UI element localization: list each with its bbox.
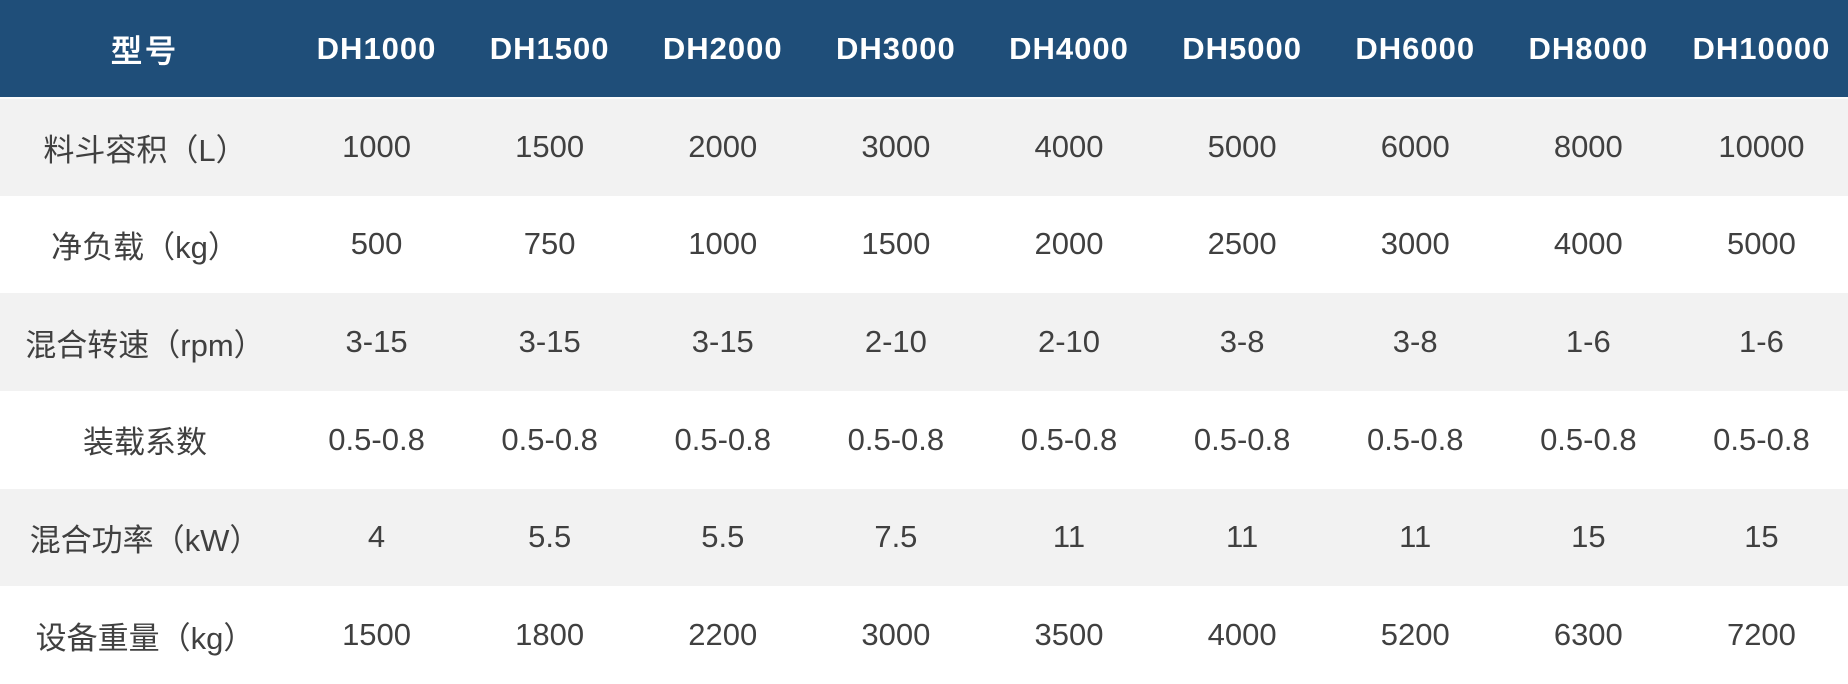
- header-row: 型号 DH1000 DH1500 DH2000 DH3000 DH4000 DH5000 D…: [0, 0, 1848, 99]
- spec-cell: 2-10: [864, 324, 927, 360]
- spec-cell: 0.5-0.8: [1713, 421, 1810, 457]
- spec-cell: 15: [1744, 519, 1779, 555]
- spec-cell: 2200: [688, 617, 758, 653]
- table-row: 设备重量（kg） 1500 1800 2200 3000 3500 4000 5200 6300…: [0, 586, 1848, 684]
- spec-cell: 0.5-0.8: [674, 421, 772, 457]
- header-cell-dh3000: DH3000: [809, 0, 983, 99]
- table-row: 料斗容积（L） 1000 1500 2000 3000 4000 5000 6000 8000 1…: [0, 98, 1848, 196]
- spec-cell: 2000: [688, 129, 758, 165]
- header-cell-dh1500: DH1500: [463, 0, 637, 99]
- header-cell-model-label: 型号: [0, 0, 290, 99]
- spec-cell: 7200: [1726, 617, 1796, 653]
- spec-cell: 3-15: [518, 324, 581, 360]
- spec-cell: 2000: [1034, 226, 1104, 262]
- spec-cell: 1800: [515, 617, 585, 653]
- row-label: 净负载（kg）: [51, 229, 239, 265]
- header-cell-dh6000: DH6000: [1328, 0, 1502, 99]
- spec-cell: 3-15: [691, 324, 754, 360]
- table-row: 净负载（kg） 500 750 1000 1500 2000 2500 3000 4000 500…: [0, 195, 1848, 294]
- row-label: 设备重量（kg）: [35, 620, 255, 656]
- spec-cell: 11: [1052, 519, 1086, 555]
- spec-cell: 4000: [1553, 226, 1623, 262]
- spec-cell: 1-6: [1739, 324, 1784, 360]
- spec-cell: 0.5-0.8: [1020, 421, 1118, 457]
- table-row: 混合转速（rpm） 3-15 3-15 3-15 2-10 2-10 3-8 3-8 1-6 1-…: [0, 293, 1848, 391]
- header-cell-dh8000: DH8000: [1501, 0, 1675, 99]
- spec-cell: 11: [1399, 519, 1432, 555]
- table-row: 混合功率（kW） 4 5.5 5.5 7.5 11 11 11 15 15: [0, 488, 1848, 587]
- spec-cell: 0.5-0.8: [501, 421, 598, 457]
- spec-cell: 7.5: [874, 519, 918, 555]
- spec-cell: 5000: [1207, 129, 1277, 165]
- spec-cell: 0.5-0.8: [1193, 421, 1291, 457]
- spec-cell: 1-6: [1565, 324, 1611, 360]
- spec-cell: 5.5: [528, 519, 572, 555]
- spec-cell: 8000: [1553, 129, 1623, 165]
- spec-cell: 1000: [688, 226, 758, 262]
- spec-cell: 5.5: [701, 519, 745, 555]
- spec-cell: 0.5-0.8: [1366, 421, 1464, 457]
- spec-cell: 500: [350, 226, 403, 262]
- spec-cell: 3-15: [345, 324, 408, 360]
- spec-cell: 3500: [1034, 617, 1104, 653]
- spec-cell: 6300: [1553, 617, 1623, 653]
- row-label: 料斗容积（L）: [43, 132, 247, 168]
- spec-cell: 15: [1571, 519, 1606, 555]
- spec-table-body: 料斗容积（L） 1000 1500 2000 3000 4000 5000 6000 8000 1…: [0, 98, 1848, 684]
- spec-cell: 1500: [515, 129, 585, 165]
- spec-cell: 1500: [861, 226, 931, 262]
- spec-cell: 4: [367, 519, 386, 555]
- spec-cell: 10000: [1718, 129, 1805, 165]
- spec-cell: 3000: [1380, 226, 1450, 262]
- spec-cell: 3000: [861, 129, 931, 165]
- header-cell-dh10000: DH10000: [1674, 0, 1848, 99]
- header-cell-dh1000: DH1000: [290, 0, 464, 99]
- row-label: 混合功率（kW）: [29, 522, 261, 558]
- spec-cell: 11: [1226, 519, 1259, 555]
- spec-cell: 0.5-0.8: [328, 421, 425, 457]
- spec-cell: 4000: [1034, 129, 1104, 165]
- header-cell-dh4000: DH4000: [982, 0, 1156, 99]
- spec-cell: 5200: [1380, 617, 1450, 653]
- spec-cell: 750: [523, 226, 576, 262]
- spec-cell: 6000: [1380, 129, 1450, 165]
- spec-cell: 0.5-0.8: [847, 421, 945, 457]
- header-cell-dh5000: DH5000: [1155, 0, 1329, 99]
- spec-cell: 1500: [342, 617, 412, 653]
- spec-cell: 2-10: [1037, 324, 1101, 360]
- spec-cell: 3000: [861, 617, 931, 653]
- spec-cell: 2500: [1207, 226, 1277, 262]
- header-cell-dh2000: DH2000: [636, 0, 810, 99]
- row-label: 装载系数: [83, 425, 207, 461]
- row-label: 混合转速（rpm）: [25, 327, 265, 363]
- table-row: 装载系数 0.5-0.8 0.5-0.8 0.5-0.8 0.5-0.8 0.5-0.8 0…: [0, 390, 1848, 489]
- spec-cell: 5000: [1726, 226, 1796, 262]
- spec-cell: 3-8: [1392, 324, 1438, 360]
- spec-cell: 3-8: [1219, 324, 1265, 360]
- spec-cell: 1000: [342, 129, 412, 165]
- spec-cell: 4000: [1207, 617, 1277, 653]
- spec-cell: 0.5-0.8: [1540, 421, 1637, 457]
